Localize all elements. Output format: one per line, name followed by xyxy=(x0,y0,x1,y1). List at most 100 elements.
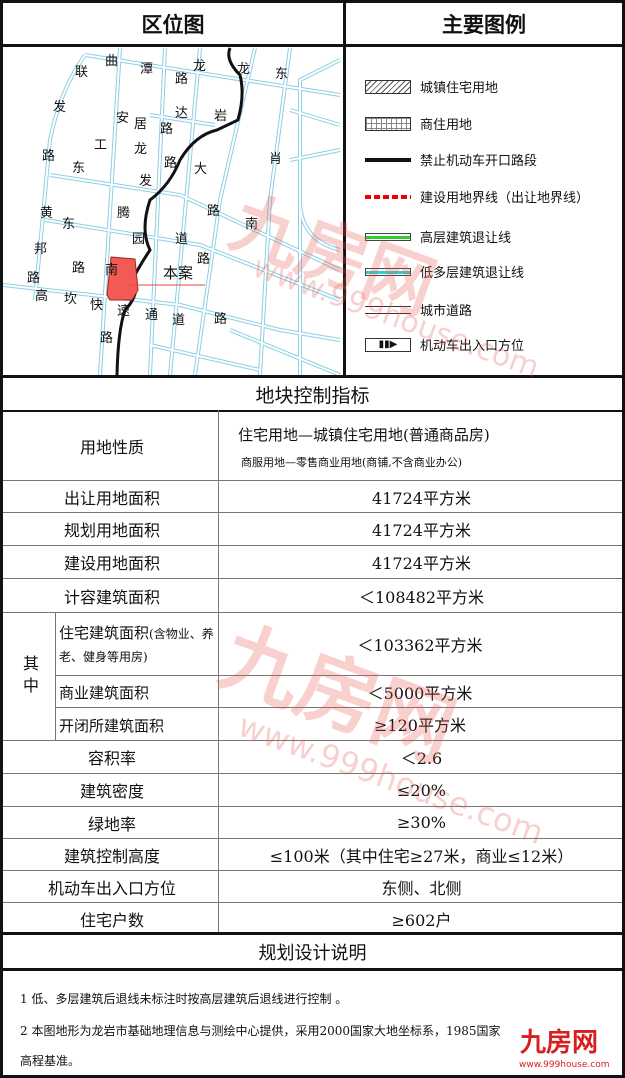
map-label: 路 xyxy=(72,261,86,276)
black-line-swatch-icon xyxy=(365,157,411,162)
map-label: 坎 xyxy=(64,292,78,307)
map-label: 路 xyxy=(27,271,41,286)
of-which-group: 其中 xyxy=(3,612,622,740)
legend-title: 主要图例 xyxy=(442,13,526,37)
road-swatch-icon xyxy=(365,305,411,314)
map-label: 龙 xyxy=(134,142,148,157)
row-label: 出让用地面积 xyxy=(63,488,160,508)
row-label: 容积率 xyxy=(87,749,136,768)
red-dash-swatch-icon xyxy=(365,194,411,199)
row-label: 计容建筑面积 xyxy=(63,587,160,607)
map-label: 龙 xyxy=(193,59,207,74)
table-row: 绿地率 ≥30% xyxy=(3,806,622,838)
map-label: 道 xyxy=(175,232,189,247)
of-which-label: 其中 xyxy=(20,654,39,699)
divider xyxy=(0,932,625,935)
table-row: 建设用地面积 41724平方米 xyxy=(3,545,622,578)
legend-item: 高层建筑退让线 xyxy=(365,227,511,246)
divider xyxy=(0,968,625,971)
map-label: 东 xyxy=(275,67,289,82)
brand-url: www.999house.com xyxy=(519,1060,610,1070)
row-value: ≤20% xyxy=(397,780,446,800)
location-map[interactable]: 联 曲 潭 龙 路 龙 东 发 安 居 达 岩 路 工 龙 路 路 大 肖 东 … xyxy=(3,47,343,375)
location-map-title: 区位图 xyxy=(141,13,205,37)
map-label: 东 xyxy=(72,161,86,176)
table-row: 建筑密度 ≤20% xyxy=(3,773,622,806)
row-label: 机动车出入口方位 xyxy=(47,878,176,898)
site-plot[interactable] xyxy=(106,256,139,301)
row-label: 规划用地面积 xyxy=(63,521,160,540)
table-row: 商业建筑面积 ＜5000平方米 xyxy=(55,675,622,707)
divider xyxy=(343,0,346,377)
map-label: 肖 xyxy=(269,152,283,167)
map-label: 联 xyxy=(75,65,89,80)
map-label: 路 xyxy=(197,252,211,267)
map-label: 发 xyxy=(53,100,67,115)
table-row: 建筑控制高度 ≤100米（其中住宅≥27米，商业≤12米） xyxy=(3,838,622,870)
table-row: 出让用地面积 41724平方米 xyxy=(3,480,622,512)
site-label: 本案 xyxy=(163,264,194,282)
map-label: 潭 xyxy=(140,62,154,77)
map-label: 大 xyxy=(194,162,208,177)
note-line: 1 低、多层建筑后退线未标注时按高层建筑后退线进行控制 。 xyxy=(20,992,348,1006)
row-label: 住宅户数 xyxy=(79,910,144,930)
map-label: 路 xyxy=(42,149,56,164)
road-network xyxy=(3,47,341,375)
table-row: 开闭所建筑面积 ≥120平方米 xyxy=(55,707,622,740)
divider xyxy=(0,375,625,378)
grid-swatch-icon xyxy=(365,116,411,131)
legend-item: 建设用地界线（出让地界线） xyxy=(365,187,589,206)
row-label-note: (含物业、养老、健身等用房) xyxy=(59,627,214,664)
map-label: 工 xyxy=(94,138,108,153)
legend-label: 高层建筑退让线 xyxy=(420,231,512,246)
row-value: 商服用地—零售商业用地(商铺,不含商业办公) xyxy=(241,456,463,469)
row-value: ＜108482平方米 xyxy=(358,587,485,607)
table-row: 规划用地面积 41724平方米 xyxy=(3,512,622,545)
divider xyxy=(55,612,56,740)
map-label: 路 xyxy=(100,331,114,346)
legend-label: 商住用地 xyxy=(420,118,473,133)
map-label: 东 xyxy=(62,217,76,232)
row-label: 建设用地面积 xyxy=(63,554,160,573)
legend-label: 城镇住宅用地 xyxy=(420,81,499,96)
legend-item: ▮▮▶ 机动车出入口方位 xyxy=(365,335,524,354)
note-line: 2 本图地形为龙岩市基础地理信息与测绘中心提供，采用2000国家大地坐标系，19… xyxy=(20,1024,501,1038)
map-label: 路 xyxy=(175,72,189,87)
row-label-main: 住宅建筑面积 xyxy=(59,624,150,642)
row-label: 建筑控制高度 xyxy=(63,846,160,866)
legend-label: 机动车出入口方位 xyxy=(420,339,525,354)
legend-label: 低多层建筑退让线 xyxy=(420,266,525,281)
divider xyxy=(218,410,219,934)
map-label: 安 xyxy=(116,111,130,126)
legend-item: 低多层建筑退让线 xyxy=(365,262,524,281)
map-label: 曲 xyxy=(105,54,119,69)
divider xyxy=(0,44,625,47)
green-line-swatch-icon xyxy=(365,232,411,241)
row-label: 商业建筑面积 xyxy=(59,684,150,702)
table-row: 机动车出入口方位 东侧、北侧 xyxy=(3,870,622,902)
hatch-swatch-icon xyxy=(365,79,411,94)
map-label: 高 xyxy=(35,289,49,304)
legend-item: 商住用地 xyxy=(365,114,472,133)
map-label: 路 xyxy=(164,156,178,171)
legend-item: 禁止机动车开口路段 xyxy=(365,150,537,169)
map-label: 通 xyxy=(145,308,159,323)
legend-label: 禁止机动车开口路段 xyxy=(420,154,538,169)
table-row: 计容建筑面积 ＜108482平方米 xyxy=(3,578,622,612)
map-label: 腾 xyxy=(117,206,131,221)
table-row: 容积率 ＜2.6 xyxy=(3,740,622,773)
table-row: 住宅建筑面积(含物业、养老、健身等用房) ＜103362平方米 xyxy=(55,612,622,675)
legend-item: 城镇住宅用地 xyxy=(365,77,498,96)
row-value: ＜5000平方米 xyxy=(367,683,473,703)
controls-title: 地块控制指标 xyxy=(255,384,370,407)
map-label: 路 xyxy=(207,204,221,219)
row-value: 住宅用地—城镇住宅用地(普通商品房) xyxy=(238,426,490,444)
row-value: 41724平方米 xyxy=(372,554,471,573)
entrance-arrow-swatch-icon: ▮▮▶ xyxy=(365,337,411,352)
legend-label: 建设用地界线（出让地界线） xyxy=(420,191,590,206)
row-value: 东侧、北侧 xyxy=(381,878,462,898)
row-label: 开闭所建筑面积 xyxy=(59,717,165,735)
table-row: 住宅户数 ≥602户 xyxy=(3,902,622,934)
row-value: ＜2.6 xyxy=(400,749,443,768)
map-label: 达 xyxy=(175,106,189,121)
